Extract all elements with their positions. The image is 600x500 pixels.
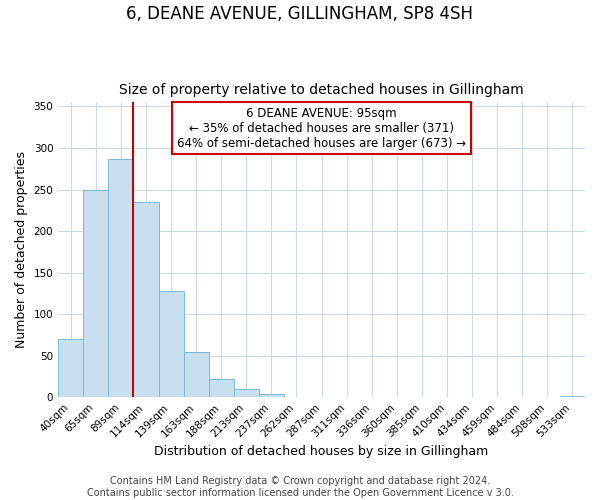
X-axis label: Distribution of detached houses by size in Gillingham: Distribution of detached houses by size … [154, 444, 489, 458]
Text: Contains HM Land Registry data © Crown copyright and database right 2024.
Contai: Contains HM Land Registry data © Crown c… [86, 476, 514, 498]
Title: Size of property relative to detached houses in Gillingham: Size of property relative to detached ho… [119, 83, 524, 97]
Bar [259, 394, 284, 397]
Text: 6, DEANE AVENUE, GILLINGHAM, SP8 4SH: 6, DEANE AVENUE, GILLINGHAM, SP8 4SH [127, 5, 473, 23]
Bar [83, 190, 109, 397]
Y-axis label: Number of detached properties: Number of detached properties [15, 152, 28, 348]
Bar [234, 389, 259, 397]
Text: 6 DEANE AVENUE: 95sqm
← 35% of detached houses are smaller (371)
64% of semi-det: 6 DEANE AVENUE: 95sqm ← 35% of detached … [177, 107, 466, 150]
Bar [184, 352, 209, 397]
Bar [209, 379, 234, 397]
Bar [133, 202, 158, 397]
Bar [109, 159, 133, 397]
Bar [560, 396, 585, 397]
Bar [58, 339, 83, 397]
Bar [158, 291, 184, 397]
